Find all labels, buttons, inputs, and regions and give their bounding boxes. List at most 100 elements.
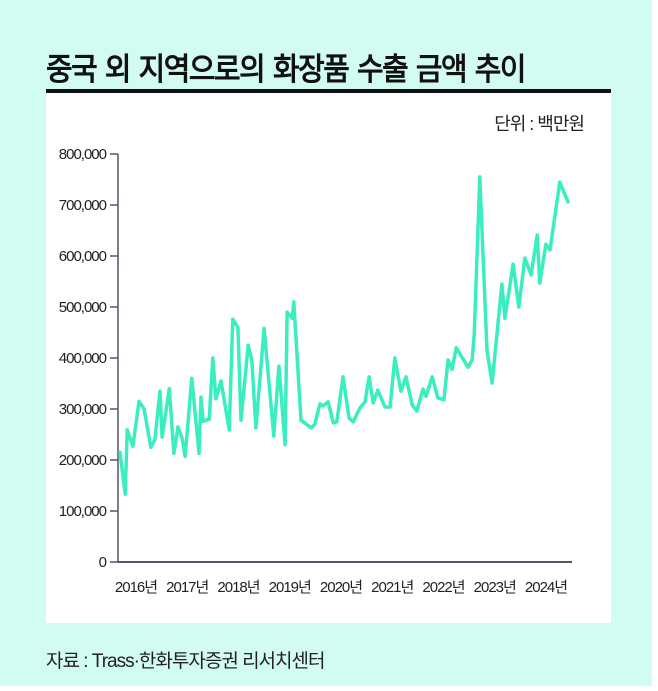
data-point <box>376 388 380 392</box>
data-point <box>358 406 362 410</box>
data-point <box>167 387 171 391</box>
source-note: 자료 : Trass·한화투자증권 리서치센터 <box>46 651 325 672</box>
data-point <box>367 375 371 379</box>
data-point <box>326 400 330 404</box>
x-tick-label: 2017년 <box>166 579 208 596</box>
data-point <box>285 310 289 314</box>
data-point <box>246 343 250 347</box>
data-point <box>201 419 205 423</box>
data-point <box>363 400 367 404</box>
data-point <box>450 367 454 371</box>
data-point <box>511 262 515 266</box>
data-point <box>172 451 176 455</box>
x-tick-label: 2020년 <box>320 579 362 596</box>
data-point <box>341 375 345 379</box>
y-tick-label: 0 <box>99 554 107 571</box>
series-line-export-value <box>118 175 570 496</box>
data-point <box>523 256 527 260</box>
x-tick-label: 2019년 <box>269 579 311 596</box>
data-point <box>538 281 542 285</box>
data-point <box>149 445 153 449</box>
data-point <box>548 248 552 252</box>
data-point <box>415 409 419 413</box>
data-point <box>176 425 180 429</box>
y-tick-label: 400,000 <box>59 350 107 367</box>
data-point <box>424 394 428 398</box>
data-point <box>309 426 313 430</box>
data-point <box>236 325 240 329</box>
data-point <box>142 407 146 411</box>
data-point <box>219 379 223 383</box>
x-tick-label: 2022년 <box>422 579 464 596</box>
data-point <box>131 444 135 448</box>
data-point <box>290 316 294 320</box>
data-point <box>478 175 482 179</box>
y-tick-label: 300,000 <box>59 401 107 418</box>
y-tick-label: 200,000 <box>59 452 107 469</box>
y-tick-label: 700,000 <box>59 197 107 214</box>
data-point <box>500 282 504 286</box>
data-point <box>393 356 397 360</box>
data-point <box>321 404 325 408</box>
data-point <box>472 333 476 337</box>
chart-title: 중국 외 지역으로의 화장품 수출 금액 추이 <box>46 52 526 88</box>
data-point <box>123 492 127 496</box>
data-point <box>544 242 548 246</box>
data-point <box>371 401 375 405</box>
data-point <box>430 375 434 379</box>
data-point <box>292 300 296 304</box>
data-point <box>351 420 355 424</box>
data-point <box>250 358 254 362</box>
data-point <box>490 381 494 385</box>
data-point <box>421 387 425 391</box>
x-tick-label: 2024년 <box>525 579 567 596</box>
data-point <box>529 273 533 277</box>
data-point <box>199 395 203 399</box>
data-point <box>137 399 141 403</box>
data-point <box>158 389 162 393</box>
data-point <box>517 305 521 309</box>
data-point <box>283 443 287 447</box>
data-point <box>383 405 387 409</box>
data-point <box>118 450 122 454</box>
data-point <box>399 389 403 393</box>
data-point <box>335 420 339 424</box>
unit-label: 단위 : 백만원 <box>494 114 585 134</box>
data-point <box>331 421 335 425</box>
data-point <box>272 434 276 438</box>
data-point <box>214 397 218 401</box>
x-tick-label: 2021년 <box>371 579 413 596</box>
data-point <box>470 358 474 362</box>
data-point <box>446 358 450 362</box>
data-point <box>535 233 539 237</box>
data-point <box>125 428 129 432</box>
y-tick-label: 800,000 <box>59 146 107 163</box>
data-point <box>466 365 470 369</box>
data-point <box>197 451 201 455</box>
data-point <box>313 422 317 426</box>
x-tick-label: 2016년 <box>115 579 157 596</box>
x-tick-label: 2018년 <box>217 579 259 596</box>
x-tick-label: 2023년 <box>474 579 516 596</box>
data-point <box>207 417 211 421</box>
data-point <box>231 317 235 321</box>
data-point <box>227 428 231 432</box>
title-divider <box>46 89 611 93</box>
data-point <box>347 416 351 420</box>
data-point <box>254 426 258 430</box>
y-tick-label: 500,000 <box>59 299 107 316</box>
data-point <box>454 346 458 350</box>
data-point <box>442 398 446 402</box>
y-tick-label: 600,000 <box>59 248 107 265</box>
data-point <box>183 454 187 459</box>
data-point <box>299 418 303 422</box>
data-point <box>239 418 243 422</box>
data-point <box>190 376 194 380</box>
data-point <box>160 435 164 439</box>
chart-panel <box>46 93 611 623</box>
data-point <box>211 356 215 360</box>
data-point <box>153 438 157 442</box>
data-point <box>404 375 408 379</box>
data-point <box>566 200 570 204</box>
